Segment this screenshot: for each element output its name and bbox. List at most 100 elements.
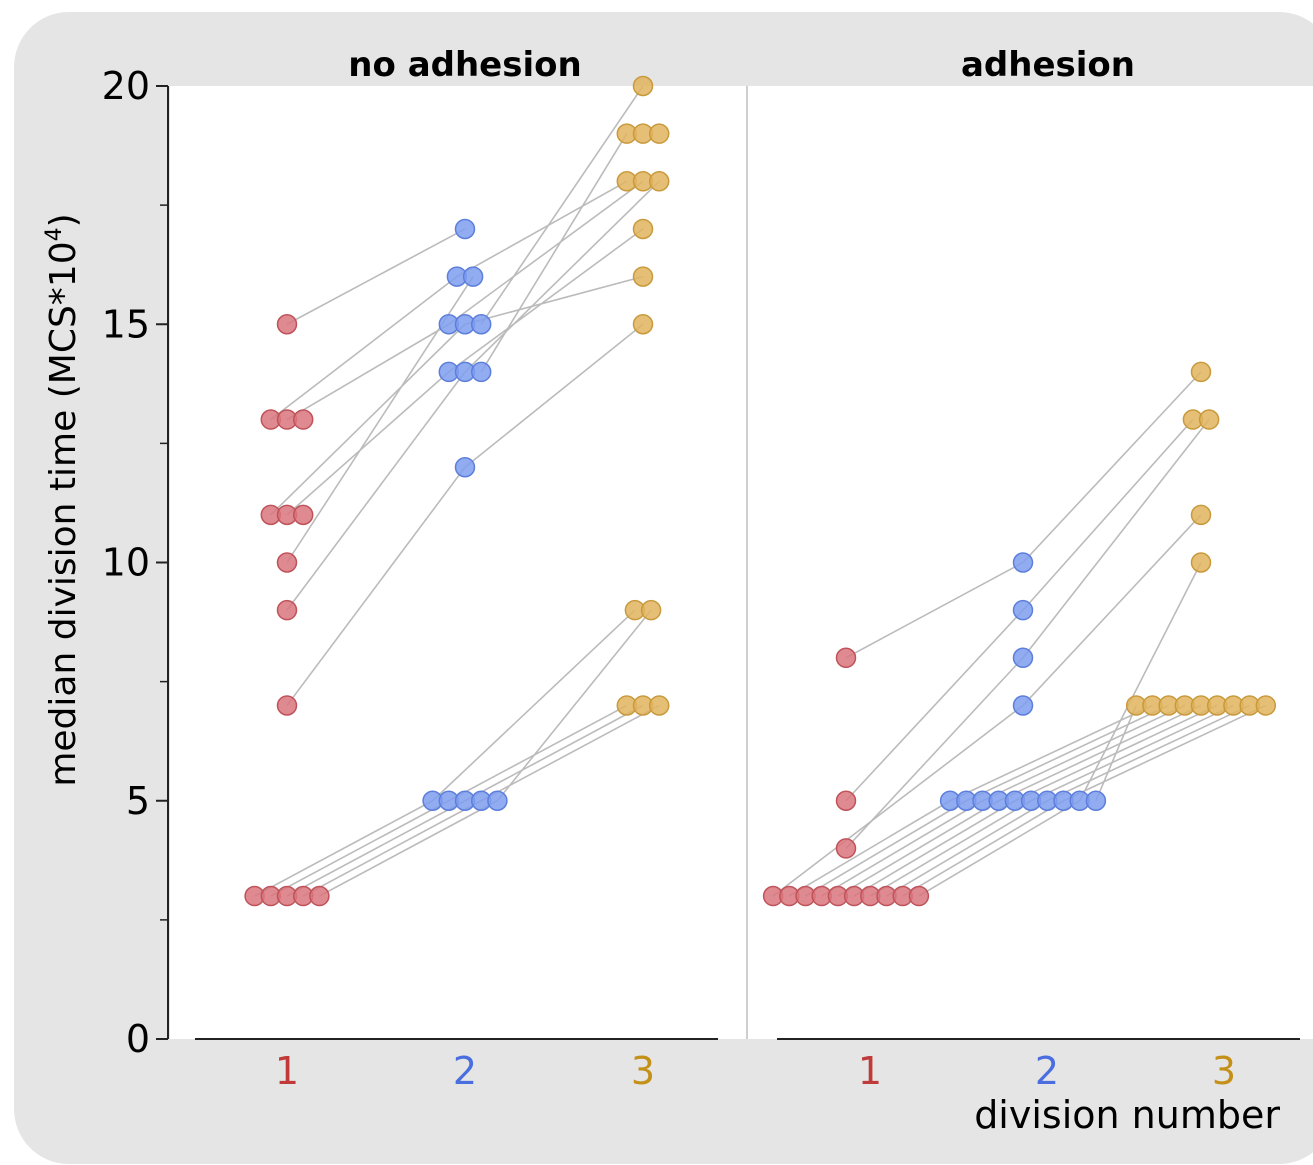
data-point-division-2 bbox=[1012, 695, 1034, 716]
lineage-line bbox=[496, 609, 652, 802]
lineage-line bbox=[845, 657, 1024, 849]
data-points bbox=[244, 75, 1277, 907]
data-point-division-1 bbox=[292, 504, 314, 526]
lineage-line bbox=[286, 466, 466, 706]
data-point-division-1 bbox=[276, 599, 298, 621]
lineage-line bbox=[270, 275, 458, 421]
y-axis-ticks: 0 5 10 15 20 bbox=[102, 64, 168, 1061]
data-point-division-1 bbox=[835, 647, 857, 669]
x-axis-label: division number bbox=[974, 1093, 1280, 1137]
lineage-line bbox=[1022, 371, 1202, 564]
data-point-division-3 bbox=[1190, 504, 1212, 526]
x-tick-label-left-2: 2 bbox=[453, 1049, 477, 1093]
lineage-line bbox=[464, 180, 660, 373]
data-point-division-1 bbox=[292, 409, 314, 430]
lineage-line bbox=[270, 800, 450, 897]
lineage-line bbox=[1014, 704, 1218, 802]
lineage-line bbox=[886, 800, 1048, 897]
lineage-line bbox=[853, 800, 1016, 897]
lineage-line bbox=[1022, 419, 1194, 611]
lineage-line bbox=[448, 704, 628, 802]
data-point-division-2 bbox=[487, 790, 508, 811]
lineage-line bbox=[1078, 562, 1202, 802]
y-tick-label: 15 bbox=[102, 302, 150, 346]
lineage-line bbox=[432, 609, 636, 802]
x-tick-label-right-3: 3 bbox=[1212, 1049, 1236, 1093]
lineage-line bbox=[1063, 704, 1267, 802]
lineage-line bbox=[1030, 704, 1234, 802]
lineage-line bbox=[837, 800, 1000, 897]
lineage-line bbox=[869, 800, 1032, 897]
lineage-line bbox=[302, 800, 482, 897]
x-tick-label-right-2: 2 bbox=[1035, 1049, 1059, 1093]
y-tick-label: 20 bbox=[102, 64, 150, 108]
data-point-division-2 bbox=[454, 218, 476, 240]
lineage-line bbox=[448, 180, 644, 325]
lineage-line bbox=[286, 228, 466, 325]
data-point-division-3 bbox=[648, 171, 670, 192]
data-point-division-1 bbox=[276, 314, 298, 335]
lineage-line bbox=[464, 323, 644, 468]
data-point-division-3 bbox=[1190, 552, 1212, 573]
lineage-line bbox=[319, 800, 498, 897]
data-point-division-3 bbox=[632, 75, 654, 97]
lineage-line bbox=[254, 800, 433, 897]
data-point-division-2 bbox=[1012, 599, 1034, 621]
lineage-line bbox=[982, 704, 1186, 802]
y-tick-label: 5 bbox=[126, 779, 150, 823]
lineage-line bbox=[464, 275, 644, 326]
lineage-line bbox=[998, 704, 1202, 802]
data-point-division-2 bbox=[454, 456, 476, 478]
data-point-division-3 bbox=[648, 695, 670, 716]
lineage-line bbox=[902, 800, 1064, 897]
y-axis-label-exponent: 4 bbox=[42, 227, 67, 241]
lineage-line bbox=[845, 609, 1024, 802]
lineage-line bbox=[286, 371, 450, 516]
lineage-line bbox=[286, 323, 450, 421]
lineage-line bbox=[448, 228, 644, 373]
lineage-line bbox=[456, 180, 628, 278]
panel-title-left: no adhesion bbox=[348, 45, 581, 85]
lineage-line bbox=[965, 704, 1169, 802]
data-point-division-2 bbox=[1012, 647, 1034, 669]
data-point-division-3 bbox=[632, 218, 654, 240]
data-point-division-1 bbox=[835, 790, 857, 811]
y-axis-label: median division time (MCS*104) bbox=[42, 213, 84, 786]
data-point-division-3 bbox=[632, 266, 654, 287]
lineage-line bbox=[286, 371, 466, 611]
data-point-division-3 bbox=[640, 599, 662, 621]
data-point-division-2 bbox=[1012, 552, 1034, 573]
data-point-division-3 bbox=[1190, 361, 1212, 383]
lineage-line bbox=[821, 800, 983, 897]
lineage-lines bbox=[254, 85, 1267, 897]
lineage-line bbox=[845, 561, 1024, 659]
lineage-line bbox=[1022, 419, 1210, 659]
lineage-line bbox=[480, 85, 644, 325]
lineage-line bbox=[788, 800, 951, 897]
data-point-division-3 bbox=[648, 123, 670, 144]
lineage-line bbox=[805, 800, 967, 897]
lineage-line bbox=[270, 323, 466, 516]
data-point-division-2 bbox=[462, 266, 484, 287]
data-point-division-1 bbox=[835, 838, 857, 859]
y-axis-label-close: ) bbox=[43, 213, 84, 227]
data-point-division-3 bbox=[1255, 695, 1277, 716]
lineage-line bbox=[772, 704, 1024, 897]
lineage-line bbox=[286, 800, 466, 897]
x-tick-label-left-3: 3 bbox=[631, 1049, 655, 1093]
data-point-division-2 bbox=[470, 314, 492, 335]
data-point-division-3 bbox=[632, 314, 654, 335]
y-tick-label: 0 bbox=[126, 1017, 150, 1061]
data-point-division-2 bbox=[470, 361, 492, 383]
data-point-division-1 bbox=[309, 885, 330, 907]
x-tick-label-right-1: 1 bbox=[858, 1049, 882, 1093]
data-point-division-1 bbox=[908, 885, 930, 907]
panel-plot-area-left bbox=[170, 86, 747, 1039]
panel-title-right: adhesion bbox=[961, 45, 1135, 85]
data-point-division-1 bbox=[276, 552, 298, 573]
lineage-line bbox=[464, 704, 644, 802]
data-point-division-2 bbox=[1085, 790, 1107, 811]
lineage-line bbox=[1046, 704, 1250, 802]
data-point-division-3 bbox=[1198, 409, 1220, 430]
